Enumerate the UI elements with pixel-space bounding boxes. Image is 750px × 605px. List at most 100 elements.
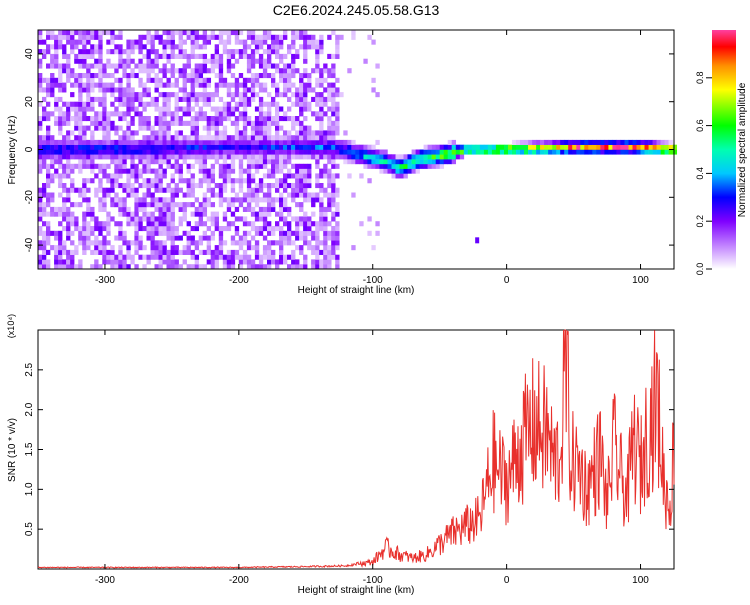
spectrogram-cell	[214, 116, 220, 122]
spectrogram-cell	[118, 183, 123, 189]
spectrogram-cell	[66, 130, 71, 136]
spectrogram-cell	[78, 73, 83, 79]
spectrogram-cell	[323, 101, 328, 107]
spectrogram-cell	[166, 187, 171, 193]
spectrogram-cell	[194, 159, 200, 165]
spectrogram-cell	[102, 240, 107, 246]
spectrogram-cell	[130, 106, 135, 112]
spectrogram-cell	[656, 144, 661, 150]
spectrogram-cell	[283, 254, 288, 260]
spectrogram-cell	[331, 96, 336, 102]
spectrogram-cell	[275, 154, 280, 160]
spectrogram-cell	[182, 39, 187, 45]
spectrogram-cell	[238, 259, 244, 265]
spectrogram-cell	[118, 235, 123, 241]
spectrogram-cell	[210, 106, 216, 112]
spectrogram-cell	[46, 30, 51, 36]
spectrogram-cell	[275, 68, 280, 74]
spectrogram-cell	[158, 168, 163, 174]
spectrogram-cell	[291, 144, 296, 150]
spectrogram-cell	[218, 245, 224, 251]
spectrogram-cell	[262, 149, 268, 155]
spectrogram-cell	[126, 144, 131, 150]
spectrogram-cell	[166, 77, 171, 83]
spectrogram-cell	[222, 187, 228, 193]
spectrogram-cell	[295, 154, 300, 160]
spectrogram-cell	[78, 77, 83, 83]
spectrogram-cell	[343, 149, 348, 155]
spectrogram-cell	[315, 44, 320, 50]
spectrogram-cell	[359, 159, 364, 165]
spectrogram-cell	[315, 163, 320, 169]
spectrogram-cell	[331, 159, 336, 165]
spectrogram-cell	[146, 159, 151, 165]
spectrogram-cell	[150, 154, 155, 160]
spectrogram-cell	[267, 206, 272, 212]
spectrogram-cell	[110, 159, 115, 165]
spectrogram-cell	[98, 178, 103, 184]
spectrogram-cell	[616, 139, 621, 145]
spectrogram-cell	[110, 245, 115, 251]
spectrogram-cell	[307, 216, 312, 222]
spectrogram-cell	[246, 245, 252, 251]
spectrogram-cell	[238, 135, 244, 141]
spectrogram-cell	[166, 39, 171, 45]
spectrogram-cell	[375, 221, 380, 227]
spectrogram-cell	[62, 82, 67, 88]
spectrogram-cell	[295, 216, 300, 222]
spectrogram-cell	[222, 39, 228, 45]
spectrogram-cell	[303, 130, 308, 136]
spectrogram-cell	[210, 259, 216, 265]
spectrogram-cell	[106, 216, 111, 222]
spectrogram-cell	[275, 120, 280, 126]
spectrogram-cell	[230, 187, 236, 193]
spectrogram-cell	[323, 216, 328, 222]
spectrogram-cell	[158, 77, 163, 83]
spectrogram-cell	[283, 149, 288, 155]
spectrogram-cell	[190, 77, 195, 83]
spectrogram-cell	[146, 58, 151, 64]
spectrogram-cell	[138, 216, 143, 222]
snr-series-line	[37, 329, 675, 569]
spectrogram-cell	[46, 111, 51, 117]
spectrogram-cell	[668, 144, 673, 150]
spectrogram-cell	[198, 82, 204, 88]
spectrogram-cell	[182, 82, 187, 88]
spectrogram-cell	[250, 139, 256, 145]
spectrogram-cell	[283, 73, 288, 79]
spectrogram-cell	[194, 135, 200, 141]
spectrogram-cell	[158, 202, 163, 208]
spectrogram-cell	[664, 149, 669, 155]
spectrogram-cell	[114, 264, 119, 270]
spectrogram-cell	[483, 144, 489, 150]
spectrogram-cell	[636, 149, 641, 155]
spectrogram-cell	[174, 159, 179, 165]
spectrogram-cell	[275, 106, 280, 112]
spectrogram-cell	[267, 106, 272, 112]
spectrogram-cell	[142, 206, 147, 212]
spectrogram-cell	[604, 144, 609, 150]
spectrogram-cell	[612, 139, 617, 145]
spectrogram-cell	[628, 149, 633, 155]
spectrogram-cell	[90, 73, 95, 79]
spectrogram-cell	[66, 58, 71, 64]
spectrogram-cell	[419, 149, 424, 155]
spectrogram-cell	[146, 39, 151, 45]
spectrogram-cell	[279, 135, 284, 141]
spectrogram-cell	[254, 73, 260, 79]
spectrogram-cell	[258, 120, 264, 126]
spectrogram-cell	[102, 73, 107, 79]
spectrogram-cell	[532, 149, 537, 155]
spectrogram-cell	[250, 120, 256, 126]
spectrogram-cell	[311, 139, 316, 145]
spectrogram-cell	[287, 226, 292, 232]
spectrogram-cell	[118, 206, 123, 212]
spectrogram-cell	[291, 116, 296, 122]
spectrogram-cell	[214, 49, 220, 55]
spectrogram-cell	[246, 254, 252, 260]
spectrogram-cell	[267, 101, 272, 107]
spectrogram-cell	[66, 116, 71, 122]
spectrogram-cell	[118, 144, 123, 150]
spectrogram-cell	[483, 149, 489, 155]
spectrogram-cell	[174, 149, 179, 155]
